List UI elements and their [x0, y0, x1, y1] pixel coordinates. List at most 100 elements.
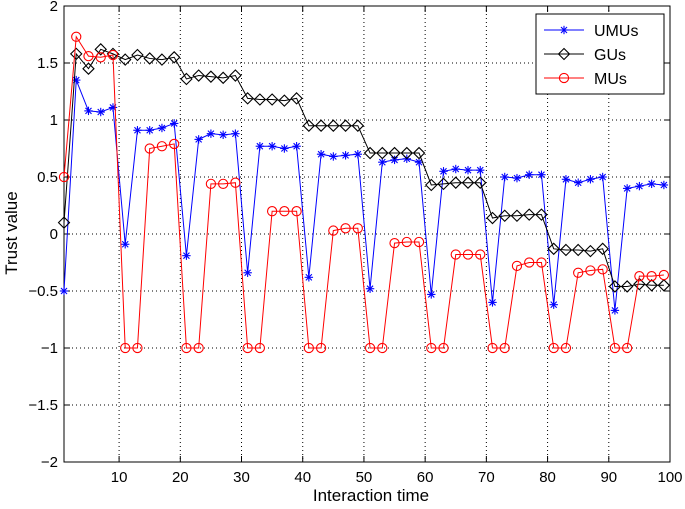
data-point-umus [427, 290, 436, 299]
data-point-mus [218, 178, 229, 189]
data-point-umus [463, 165, 473, 175]
data-point-mus [499, 342, 510, 354]
data-point-umus [573, 178, 583, 187]
legend-marker-gus [557, 47, 571, 61]
data-point-umus [255, 142, 265, 151]
y-tick-label: −1.5 [28, 397, 58, 414]
data-point-umus [622, 184, 632, 193]
data-point-gus [143, 52, 156, 65]
data-point-gus [449, 176, 463, 189]
y-axis-label: Trust value [2, 191, 21, 274]
data-point-mus [181, 342, 192, 354]
data-point-gus [155, 53, 169, 66]
x-tick-label: 50 [356, 469, 373, 486]
data-point-mus [242, 342, 253, 354]
data-point-gus [94, 43, 108, 56]
data-point-umus [365, 284, 375, 293]
data-point-umus [500, 172, 509, 182]
data-point-mus [511, 260, 523, 272]
data-point-umus [169, 119, 179, 128]
data-point-umus [512, 173, 522, 183]
data-point-gus [522, 208, 536, 221]
data-point-gus [314, 119, 328, 132]
y-tick-label: −1 [41, 340, 58, 357]
x-tick-label: 10 [111, 469, 128, 486]
legend-label-gus: GUs [594, 47, 626, 64]
x-tick-label: 80 [539, 469, 556, 486]
data-point-gus [363, 146, 377, 160]
series-line-gus [63, 48, 664, 287]
data-point-gus [82, 62, 95, 75]
data-point-umus [280, 144, 289, 153]
data-point-gus [229, 69, 242, 82]
data-point-umus [194, 135, 203, 144]
data-point-mus [524, 257, 535, 268]
data-point-umus [267, 142, 277, 151]
data-point-gus [596, 242, 609, 256]
data-point-gus [486, 211, 499, 225]
data-point-gus [424, 178, 438, 192]
data-point-umus [610, 306, 620, 315]
x-tick-label: 20 [172, 469, 189, 486]
data-point-gus [645, 279, 658, 292]
data-point-umus [243, 268, 252, 277]
data-point-mus [132, 342, 143, 354]
data-point-gus [535, 208, 548, 221]
data-point-gus [584, 244, 597, 258]
data-point-umus [488, 298, 497, 307]
x-tick-label: 100 [657, 469, 682, 486]
data-point-umus [353, 150, 363, 159]
data-point-umus [439, 167, 448, 176]
data-point-mus [462, 249, 474, 260]
data-point-umus [525, 170, 534, 179]
data-point-gus [571, 243, 585, 257]
data-point-mus [426, 342, 437, 354]
data-point-gus [69, 47, 83, 61]
data-point-mus [560, 342, 572, 354]
data-point-mus [340, 223, 351, 234]
data-point-umus [84, 106, 93, 116]
data-point-mus [548, 342, 559, 354]
data-point-mus [389, 237, 400, 249]
data-point-umus [537, 170, 546, 179]
data-point-mus [95, 52, 106, 63]
data-point-gus [559, 243, 573, 257]
data-point-mus [658, 269, 670, 281]
data-point-mus [450, 249, 461, 260]
data-point-umus [145, 126, 154, 135]
data-point-umus [59, 286, 69, 296]
data-point-gus [180, 72, 193, 86]
data-point-umus [304, 273, 314, 282]
data-point-umus [451, 164, 460, 174]
data-point-gus [510, 209, 524, 223]
x-tick-label: 70 [478, 469, 495, 486]
data-point-gus [473, 176, 487, 189]
data-point-gus [608, 280, 622, 293]
data-point-mus [609, 342, 621, 354]
x-tick-label: 30 [233, 469, 250, 486]
data-point-umus [292, 142, 301, 151]
data-point-gus [253, 93, 267, 106]
data-point-gus [400, 146, 414, 160]
series-umus [59, 75, 669, 315]
data-point-gus [265, 93, 279, 106]
data-series [57, 31, 671, 354]
data-point-gus [290, 92, 303, 105]
data-point-umus [231, 129, 240, 138]
data-point-mus [364, 342, 376, 354]
series-gus [57, 43, 671, 293]
data-point-mus [328, 225, 339, 236]
data-point-umus [121, 240, 130, 249]
data-point-mus [622, 342, 633, 354]
data-point-gus [498, 209, 512, 223]
data-point-mus [291, 206, 302, 217]
data-point-umus [72, 75, 81, 85]
axis-ticks: 10 20 30 40 50 60 70 80 90 100 −2 −1.5 −1 −0.5 0 0.5 1 1.… [28, 0, 682, 486]
data-point-gus [216, 71, 230, 85]
legend: UMUs GUs MUs [535, 13, 665, 95]
data-point-mus [120, 342, 131, 354]
x-tick-label: 40 [294, 469, 311, 486]
data-point-umus [635, 181, 644, 191]
series-mus [58, 31, 670, 354]
data-point-mus [585, 265, 596, 276]
